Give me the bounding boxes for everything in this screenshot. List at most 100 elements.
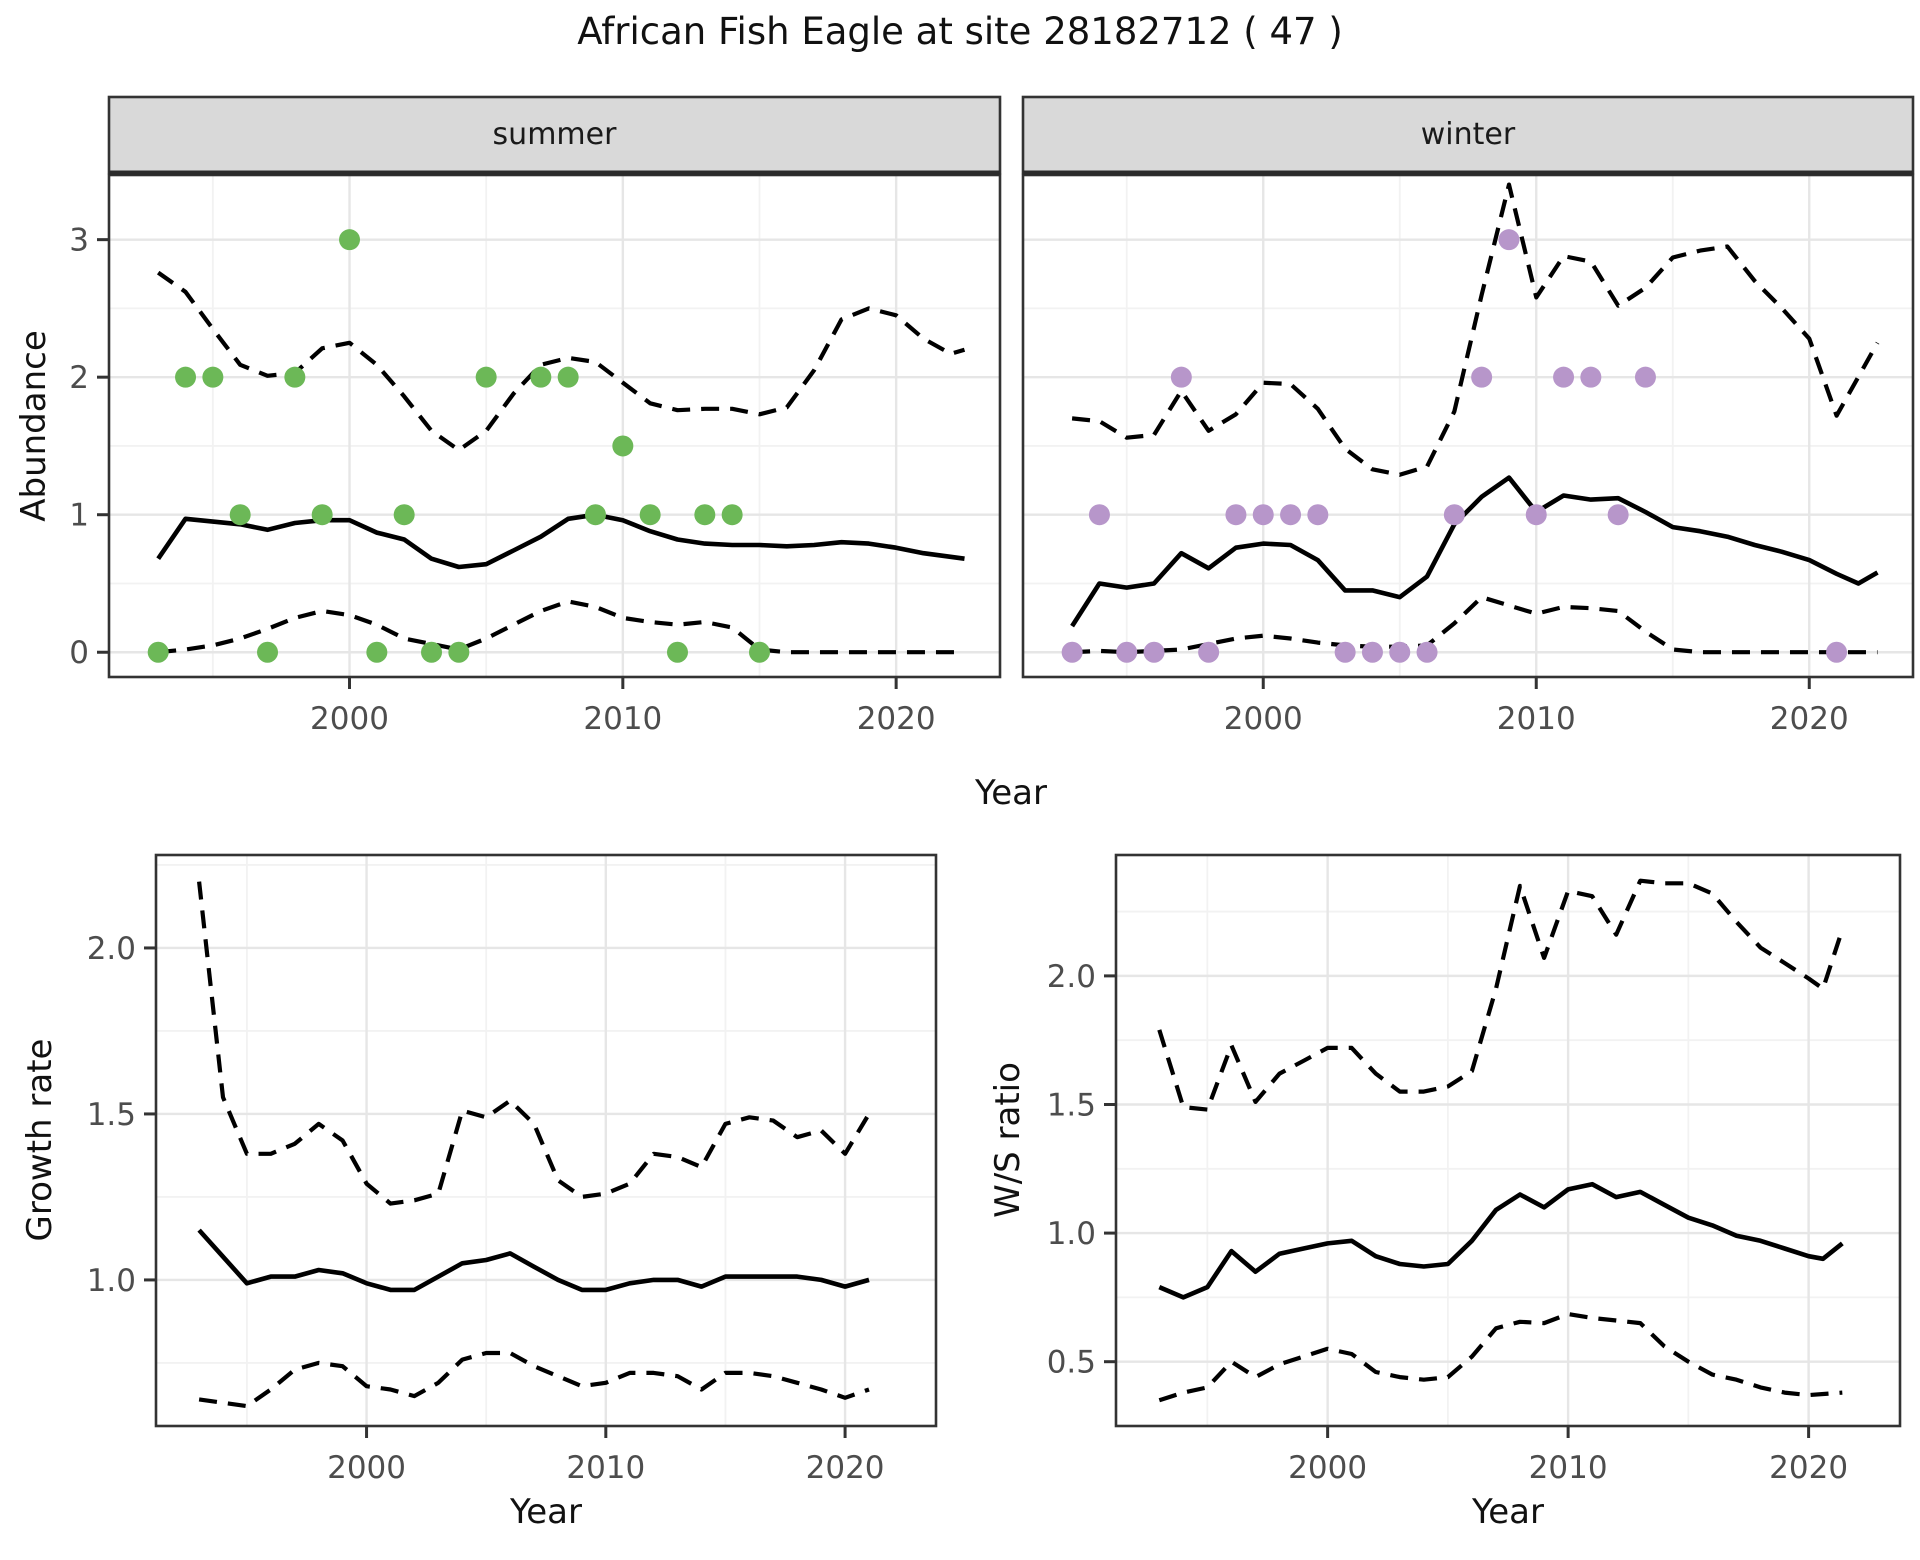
data-point xyxy=(475,366,497,388)
x-tick-label: 2010 xyxy=(583,701,662,737)
data-point xyxy=(1634,366,1656,388)
panel-background xyxy=(1116,855,1900,1426)
y-tick-label: 0.5 xyxy=(1047,1345,1096,1381)
x-tick-label: 2000 xyxy=(310,701,389,737)
data-point xyxy=(1061,641,1083,663)
data-point xyxy=(1580,366,1602,388)
x-tick-label: 2010 xyxy=(1529,1450,1608,1486)
growth_rate-panel: 2000 2010 2020 1.0 1.5 2.0 xyxy=(87,853,938,1486)
facet-strip xyxy=(1021,95,1915,175)
data-point xyxy=(530,366,552,388)
panel-background xyxy=(1023,175,1913,677)
data-point xyxy=(257,641,279,663)
ci-lower-line xyxy=(198,1350,870,1409)
y-tick-label: 1 xyxy=(69,498,89,534)
x-tick-label: 2020 xyxy=(1770,701,1849,737)
facet-strip-label-winter: winter xyxy=(1420,117,1516,152)
data-point xyxy=(202,366,224,388)
panel-border xyxy=(1114,853,1902,1428)
data-point xyxy=(284,366,306,388)
y-tick-label: 1.0 xyxy=(87,1263,136,1299)
x-tick-label: 2010 xyxy=(1497,701,1576,737)
data-point xyxy=(639,504,661,526)
data-point xyxy=(1225,504,1247,526)
figure-title: African Fish Eagle at site 28182712 ( 47… xyxy=(577,10,1343,53)
y-tick-label: 1.0 xyxy=(1047,1216,1096,1252)
trend-line xyxy=(197,1228,870,1293)
y-tick-label: 2.0 xyxy=(87,931,136,967)
x-tick-label: 2020 xyxy=(806,1450,885,1486)
ci-upper-line xyxy=(1071,182,1880,477)
data-point xyxy=(721,504,743,526)
data-point xyxy=(1607,504,1629,526)
data-point xyxy=(339,229,361,251)
data-point xyxy=(1826,641,1848,663)
y-tick-label: 2.0 xyxy=(1047,959,1096,995)
data-point xyxy=(1280,504,1302,526)
trend-line xyxy=(156,512,965,570)
data-point xyxy=(1389,641,1411,663)
data-point xyxy=(1525,504,1547,526)
data-point xyxy=(393,504,415,526)
data-point xyxy=(1170,366,1192,388)
data-point xyxy=(557,366,579,388)
y-axis-title-ws-ratio: W/S ratio xyxy=(988,1062,1028,1218)
facet-strip-label-summer: summer xyxy=(492,117,617,152)
ci-lower-line xyxy=(157,599,965,655)
x-tick-label: 2000 xyxy=(1224,701,1303,737)
abundance_winter-panel: 2000 2010 2020 xyxy=(1021,95,1915,737)
y-tick-label: 1.5 xyxy=(1047,1087,1096,1123)
data-point xyxy=(584,504,606,526)
x-tick-label: 2010 xyxy=(566,1450,645,1486)
data-point xyxy=(229,504,251,526)
y-tick-label: 3 xyxy=(69,223,89,259)
y-axis-title-abundance: Abundance xyxy=(14,330,54,522)
data-point xyxy=(366,641,388,663)
abundance_summer-panel: 2000 2010 2020 0 1 2 3 xyxy=(69,95,1002,737)
data-point xyxy=(666,641,688,663)
data-point xyxy=(1361,641,1383,663)
trend-line xyxy=(1158,1181,1844,1300)
panel-background xyxy=(156,855,936,1426)
data-point xyxy=(1143,641,1165,663)
data-point xyxy=(694,504,716,526)
facet-strip xyxy=(107,95,1002,175)
x-tick-label: 2020 xyxy=(1769,1450,1848,1486)
y-axis-title-growth-rate: Growth rate xyxy=(20,1038,60,1242)
y-tick-label: 2 xyxy=(69,360,89,396)
data-point xyxy=(1307,504,1329,526)
data-point xyxy=(612,435,634,457)
data-point xyxy=(1088,504,1110,526)
x-axis-title-year-top: Year xyxy=(975,773,1047,813)
data-point xyxy=(175,366,197,388)
ci-upper-line xyxy=(1157,878,1845,1112)
data-point xyxy=(1471,366,1493,388)
x-tick-label: 2000 xyxy=(1288,1450,1367,1486)
x-tick-label: 2000 xyxy=(327,1450,406,1486)
data-point xyxy=(1553,366,1575,388)
data-point xyxy=(147,641,169,663)
x-tick-label: 2020 xyxy=(857,701,936,737)
y-tick-label: 1.5 xyxy=(87,1097,136,1133)
data-point xyxy=(748,641,770,663)
panel-border xyxy=(154,853,938,1428)
ci-upper-line xyxy=(197,881,871,1206)
data-point xyxy=(1443,504,1465,526)
ci-lower-line xyxy=(1158,1311,1843,1403)
data-point xyxy=(1498,229,1520,251)
y-tick-label: 0 xyxy=(69,635,89,671)
data-point xyxy=(311,504,333,526)
data-point xyxy=(421,641,443,663)
data-point xyxy=(1198,641,1220,663)
data-point xyxy=(1252,504,1274,526)
x-axis-title-year-ws: Year xyxy=(1472,1492,1544,1532)
data-point xyxy=(1116,641,1138,663)
trend-line xyxy=(1070,475,1879,628)
data-point xyxy=(1416,641,1438,663)
ws_ratio-panel: 2000 2010 2020 0.5 1.0 1.5 2.0 xyxy=(1047,853,1902,1486)
data-point xyxy=(1334,641,1356,663)
panel-background xyxy=(109,175,1000,677)
x-axis-title-year-growth: Year xyxy=(510,1492,582,1532)
